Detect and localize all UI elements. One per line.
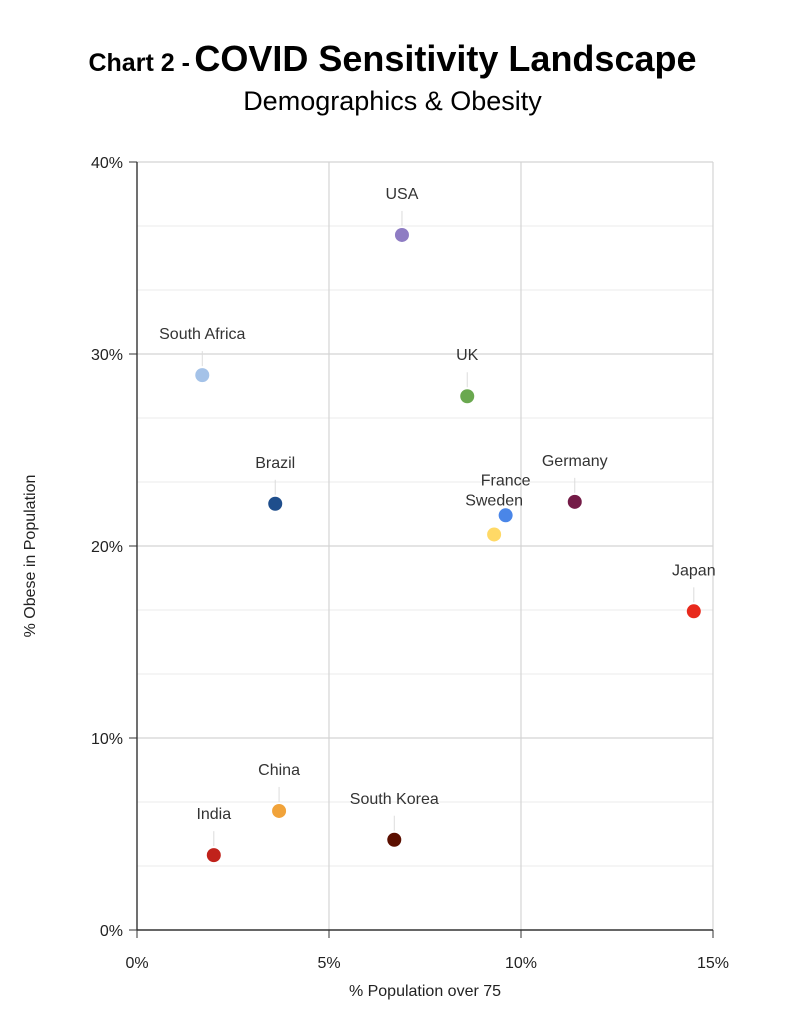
y-axis-title: % Obese in Population	[22, 475, 39, 638]
y-tick-label: 20%	[91, 539, 123, 556]
point-label-germany: Germany	[542, 453, 608, 470]
data-point-south-korea	[387, 832, 402, 847]
point-label-south-korea: South Korea	[350, 791, 439, 808]
point-label-usa: USA	[386, 186, 419, 203]
y-tick-label: 0%	[100, 923, 123, 940]
data-point-india	[206, 848, 221, 863]
data-point-south-africa	[195, 368, 210, 383]
chart-title-main: COVID Sensitivity Landscape	[194, 38, 697, 79]
grid-lines	[137, 161, 714, 930]
data-point-uk	[460, 389, 475, 404]
tick-labels: 0% 10% 20% 30% 40% 0% 5% 10% 15%	[91, 155, 729, 972]
x-tick-label: 15%	[697, 955, 729, 972]
point-label-france: France	[481, 472, 531, 489]
point-label-uk: UK	[456, 347, 479, 364]
chart-subtitle: Demographics & Obesity	[243, 86, 542, 116]
data-point-usa	[394, 227, 409, 242]
chart-title-block: Chart 2 - COVID Sensitivity Landscape De…	[0, 38, 785, 117]
data-point-france	[498, 508, 513, 523]
point-label-china: China	[258, 762, 300, 779]
data-point-japan	[686, 604, 701, 619]
y-tick-label: 30%	[91, 347, 123, 364]
point-label-south-africa: South Africa	[159, 326, 245, 343]
data-points	[195, 227, 701, 863]
data-point-china	[272, 803, 287, 818]
data-point-sweden	[487, 527, 502, 542]
x-axis-title: % Population over 75	[349, 983, 501, 1000]
data-point-germany	[567, 494, 582, 509]
x-tick-label: 10%	[505, 955, 537, 972]
point-label-brazil: Brazil	[255, 455, 295, 472]
axes	[129, 161, 714, 938]
chart-title: Chart 2 - COVID Sensitivity Landscape	[0, 38, 785, 80]
point-label-sweden: Sweden	[465, 492, 523, 509]
point-labels: USA South Africa UK Brazil Germany France Swed…	[159, 186, 716, 847]
data-point-brazil	[268, 496, 283, 511]
x-tick-label: 0%	[125, 955, 148, 972]
x-tick-label: 5%	[317, 955, 340, 972]
chart-title-prefix: Chart 2 -	[88, 49, 190, 77]
point-label-japan: Japan	[672, 562, 716, 579]
y-tick-label: 40%	[91, 155, 123, 172]
point-label-india: India	[196, 806, 231, 823]
y-tick-label: 10%	[91, 731, 123, 748]
